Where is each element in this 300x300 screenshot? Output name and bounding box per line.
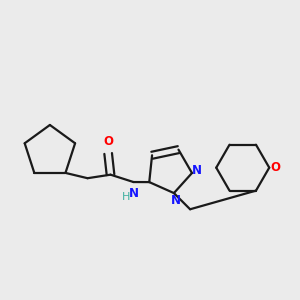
Text: N: N bbox=[192, 164, 202, 177]
Text: N: N bbox=[129, 187, 139, 200]
Text: O: O bbox=[103, 135, 113, 148]
Text: O: O bbox=[271, 161, 281, 174]
Text: N: N bbox=[170, 194, 180, 207]
Text: H: H bbox=[122, 192, 130, 202]
